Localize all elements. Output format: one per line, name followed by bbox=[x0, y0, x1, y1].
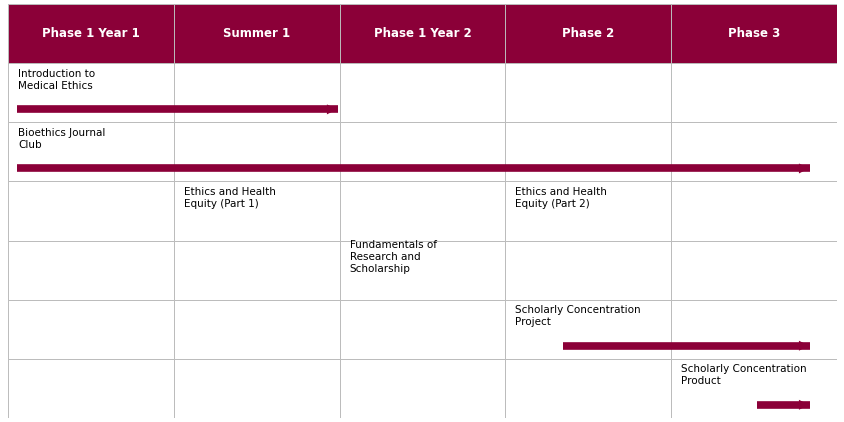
Bar bbox=[8, 63, 174, 122]
Bar bbox=[505, 63, 670, 122]
Bar bbox=[670, 181, 836, 241]
Bar bbox=[339, 241, 505, 300]
Text: Ethics and Health
Equity (Part 2): Ethics and Health Equity (Part 2) bbox=[515, 187, 606, 209]
Bar bbox=[8, 241, 174, 300]
Bar bbox=[505, 122, 670, 181]
Bar bbox=[174, 181, 339, 241]
Bar bbox=[670, 300, 836, 359]
Bar bbox=[339, 300, 505, 359]
Bar bbox=[8, 359, 174, 418]
Bar bbox=[8, 181, 174, 241]
Bar bbox=[670, 241, 836, 300]
Text: Summer 1: Summer 1 bbox=[223, 27, 290, 40]
Text: Phase 3: Phase 3 bbox=[727, 27, 779, 40]
Text: Phase 1 Year 2: Phase 1 Year 2 bbox=[373, 27, 471, 40]
Text: Scholarly Concentration
Product: Scholarly Concentration Product bbox=[680, 364, 805, 387]
Bar bbox=[8, 4, 174, 63]
Bar bbox=[505, 241, 670, 300]
Bar bbox=[8, 300, 174, 359]
Bar bbox=[505, 181, 670, 241]
Bar bbox=[339, 122, 505, 181]
Bar bbox=[670, 4, 836, 63]
Bar bbox=[670, 63, 836, 122]
Text: Fundamentals of
Research and
Scholarship: Fundamentals of Research and Scholarship bbox=[349, 240, 436, 274]
Bar bbox=[670, 359, 836, 418]
Bar bbox=[174, 359, 339, 418]
Bar bbox=[339, 4, 505, 63]
Bar bbox=[339, 63, 505, 122]
Bar bbox=[174, 122, 339, 181]
Bar bbox=[670, 122, 836, 181]
Bar bbox=[505, 359, 670, 418]
Text: Phase 2: Phase 2 bbox=[561, 27, 614, 40]
Bar bbox=[174, 63, 339, 122]
Text: Bioethics Journal
Club: Bioethics Journal Club bbox=[19, 128, 106, 150]
Text: Introduction to
Medical Ethics: Introduction to Medical Ethics bbox=[19, 69, 95, 91]
Text: Phase 1 Year 1: Phase 1 Year 1 bbox=[42, 27, 140, 40]
Text: Scholarly Concentration
Project: Scholarly Concentration Project bbox=[515, 305, 640, 327]
Bar bbox=[339, 181, 505, 241]
Bar bbox=[174, 4, 339, 63]
Text: Ethics and Health
Equity (Part 1): Ethics and Health Equity (Part 1) bbox=[184, 187, 275, 209]
Bar bbox=[174, 300, 339, 359]
Bar bbox=[505, 4, 670, 63]
Bar bbox=[339, 359, 505, 418]
Bar bbox=[8, 122, 174, 181]
Bar bbox=[505, 300, 670, 359]
Bar bbox=[174, 241, 339, 300]
